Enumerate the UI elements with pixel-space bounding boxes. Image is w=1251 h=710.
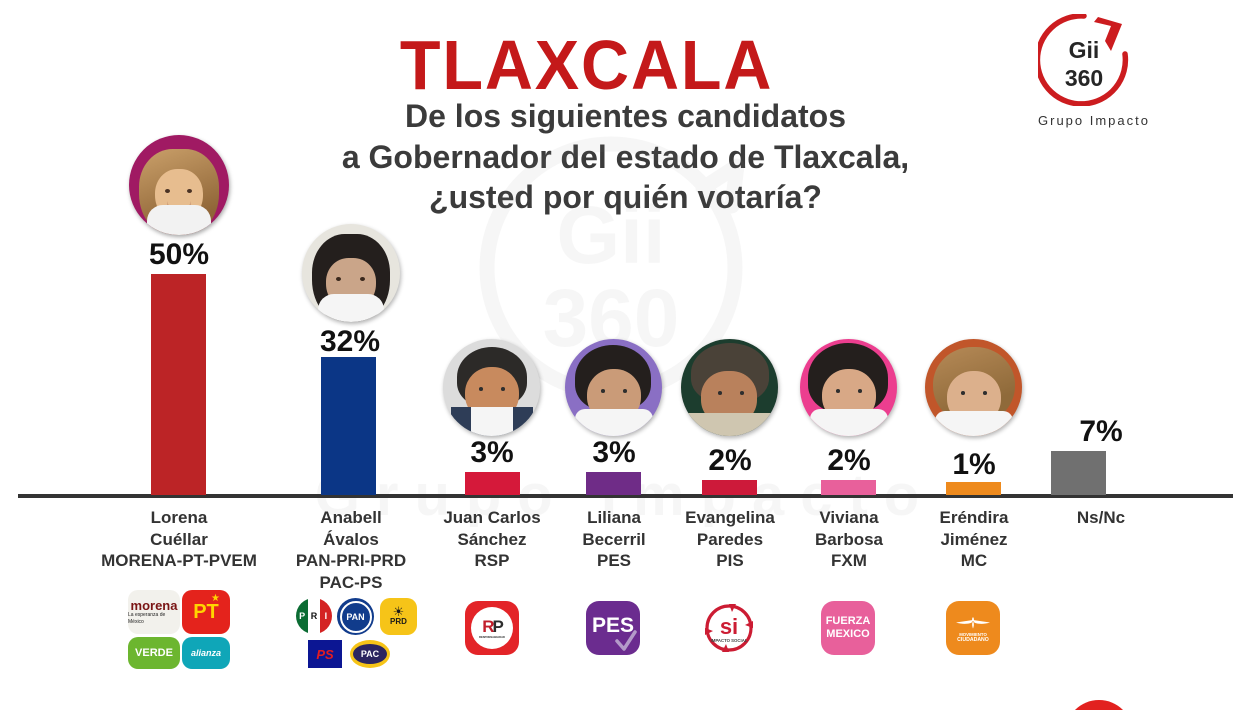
svg-text:Gii: Gii bbox=[1069, 37, 1100, 63]
svg-text:IMPACTO SOCIAL: IMPACTO SOCIAL bbox=[711, 638, 748, 643]
svg-text:Gii: Gii bbox=[556, 190, 665, 281]
svg-text:360: 360 bbox=[1065, 65, 1103, 91]
svg-text:si: si bbox=[720, 614, 738, 639]
